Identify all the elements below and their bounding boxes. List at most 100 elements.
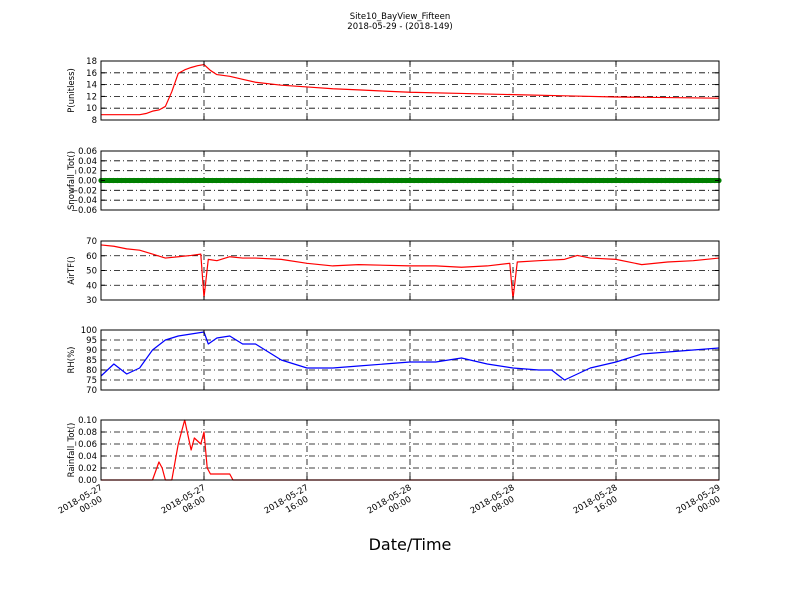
data-point xyxy=(279,177,285,184)
data-point xyxy=(353,177,360,184)
data-point xyxy=(605,177,611,184)
data-point xyxy=(238,177,244,184)
data-point xyxy=(704,177,710,184)
data-point xyxy=(580,177,586,184)
data-point xyxy=(131,177,137,184)
data-point xyxy=(539,177,545,184)
data-point xyxy=(139,177,145,184)
data-point xyxy=(666,177,673,184)
series-line xyxy=(100,331,720,381)
data-point xyxy=(390,177,397,184)
y-tick-label: 0.06 xyxy=(78,147,97,157)
data-point xyxy=(671,177,677,184)
data-point xyxy=(283,177,289,184)
data-point xyxy=(522,177,528,184)
data-point xyxy=(399,177,405,184)
data-point xyxy=(366,177,372,184)
data-point xyxy=(638,177,644,184)
data-point xyxy=(259,177,265,184)
data-point xyxy=(510,177,516,184)
data-point xyxy=(654,177,660,184)
data-point xyxy=(320,177,327,184)
data-point xyxy=(675,177,681,184)
data-point xyxy=(695,177,702,184)
data-point xyxy=(506,177,512,184)
x-tick-label: 2018-05-2716:00 xyxy=(263,483,316,525)
data-point xyxy=(234,177,240,184)
data-point xyxy=(189,177,195,184)
data-point xyxy=(267,177,273,184)
data-point xyxy=(292,177,298,184)
panel-3: 30 40 50 60 70 AirTF() xyxy=(67,237,720,306)
x-tick-label: 2018-05-2800:00 xyxy=(366,483,419,525)
data-point xyxy=(489,177,495,184)
data-point xyxy=(634,177,640,184)
data-point xyxy=(263,177,269,184)
data-point xyxy=(460,177,467,184)
data-point xyxy=(572,177,578,184)
data-point xyxy=(411,177,417,184)
data-point xyxy=(469,177,475,184)
data-point xyxy=(452,177,458,184)
panel-2: −0.06−0.04−0.020.000.020.040.06Snowfall_… xyxy=(67,147,722,216)
y-tick-label: 0.00 xyxy=(78,476,97,486)
data-point xyxy=(514,177,520,184)
data-point xyxy=(613,177,619,184)
data-point xyxy=(679,177,685,184)
data-point xyxy=(374,177,380,184)
data-point xyxy=(275,177,281,184)
data-point xyxy=(349,177,355,184)
y-tick-label: 0.08 xyxy=(78,428,97,438)
y-axis-label: AirTF() xyxy=(67,256,77,284)
data-point xyxy=(543,177,549,184)
data-point xyxy=(312,177,318,184)
data-point xyxy=(588,177,594,184)
y-tick-label: 75 xyxy=(86,376,97,386)
data-point xyxy=(415,177,421,184)
y-tick-label: 50 xyxy=(86,267,97,277)
data-point xyxy=(382,177,388,184)
data-point xyxy=(168,177,174,184)
data-point xyxy=(114,177,121,184)
data-point xyxy=(209,177,215,184)
data-point xyxy=(691,177,697,184)
data-point xyxy=(180,177,186,184)
data-point xyxy=(555,177,561,184)
data-point xyxy=(712,177,718,184)
data-point xyxy=(473,177,479,184)
y-tick-label: 85 xyxy=(86,356,97,366)
data-point xyxy=(201,177,207,184)
data-point xyxy=(699,177,706,184)
y-axis-label: P(unitless) xyxy=(67,68,77,113)
data-point xyxy=(477,177,483,184)
x-tick-label: 2018-05-2808:00 xyxy=(469,483,522,525)
data-point xyxy=(316,177,322,184)
y-tick-label: 70 xyxy=(86,386,97,396)
data-point xyxy=(250,177,257,184)
data-point xyxy=(329,177,335,184)
data-point xyxy=(143,177,149,184)
data-point xyxy=(308,177,314,184)
data-point xyxy=(362,177,368,184)
y-tick-label: 60 xyxy=(86,252,97,262)
data-point xyxy=(432,177,438,184)
data-point xyxy=(102,177,108,184)
data-point xyxy=(197,177,203,184)
data-point xyxy=(325,177,331,184)
y-tick-label: 10 xyxy=(86,104,97,114)
data-point xyxy=(617,177,623,184)
data-point xyxy=(436,177,442,184)
data-point xyxy=(481,177,487,184)
y-tick-label: 40 xyxy=(86,281,97,291)
data-point xyxy=(708,177,714,184)
data-point xyxy=(160,177,166,184)
data-point xyxy=(498,177,504,184)
y-tick-label: 30 xyxy=(86,296,97,306)
y-tick-label: 0.04 xyxy=(78,452,97,462)
data-point xyxy=(230,177,236,184)
data-point xyxy=(119,177,125,184)
y-tick-label: 18 xyxy=(86,57,97,67)
y-tick-label: 0.04 xyxy=(78,157,97,167)
data-point xyxy=(357,177,364,184)
